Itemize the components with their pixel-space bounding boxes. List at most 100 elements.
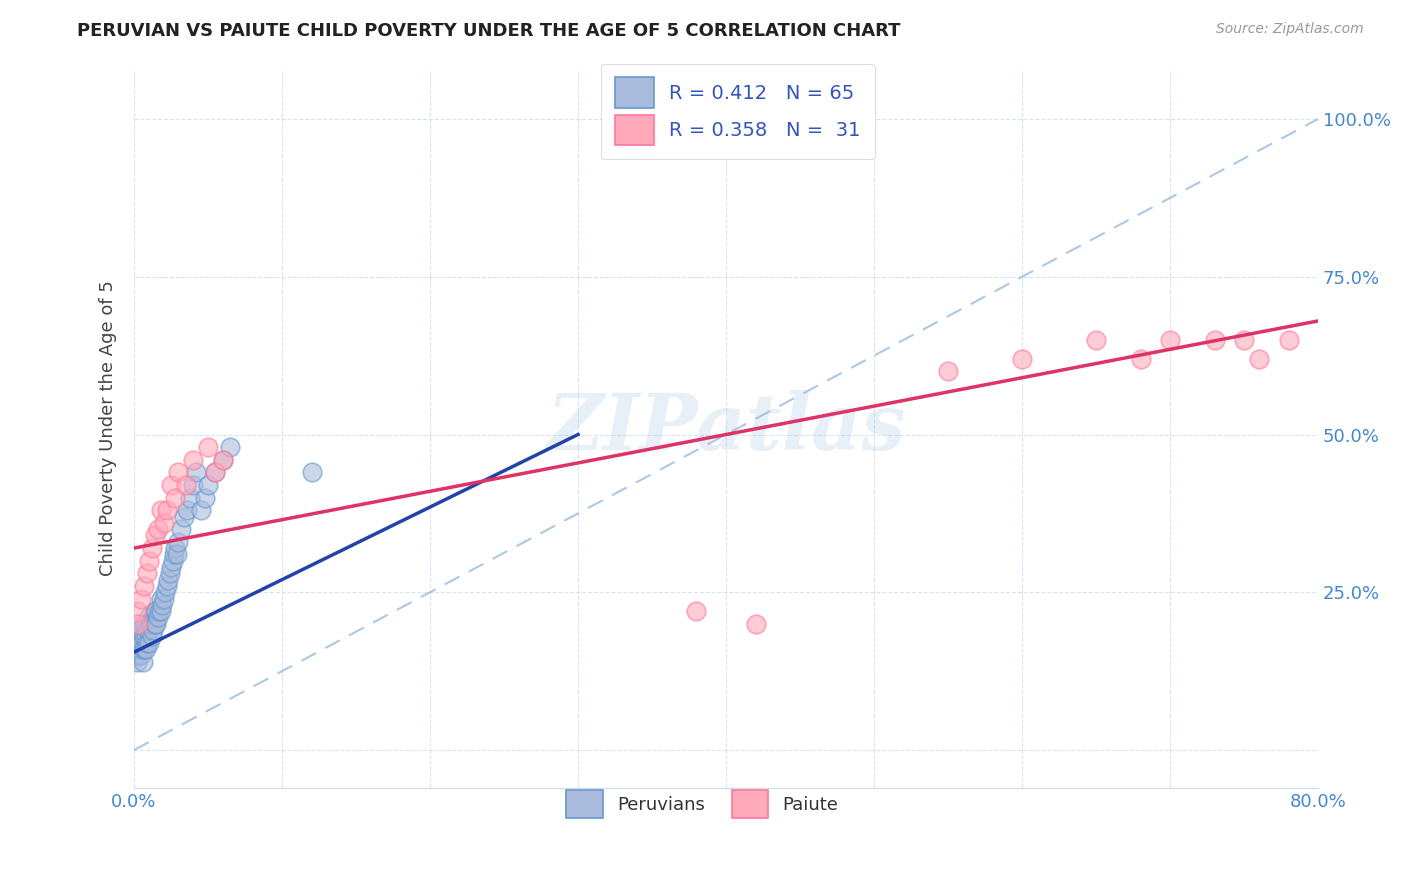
Point (174, 478, 197, 492)
Point (148, 604, 170, 618)
Point (143, 616, 166, 631)
Point (165, 541, 187, 555)
Point (1159, 333, 1181, 347)
Legend: Peruvians, Paiute: Peruvians, Paiute (560, 783, 845, 826)
Point (152, 591, 174, 606)
Point (127, 623, 149, 637)
Point (1233, 333, 1256, 347)
Point (204, 466, 226, 480)
Point (153, 585, 176, 599)
Point (135, 616, 157, 631)
Point (134, 579, 156, 593)
Point (149, 604, 172, 618)
Point (127, 648, 149, 663)
Point (170, 522, 193, 536)
Point (211, 452, 233, 467)
Point (143, 604, 166, 618)
Point (197, 440, 219, 454)
Point (167, 466, 190, 480)
Point (138, 610, 160, 624)
Point (138, 623, 160, 637)
Point (173, 509, 195, 524)
Point (155, 503, 177, 517)
Point (159, 566, 181, 581)
Point (125, 629, 148, 643)
Point (125, 642, 148, 657)
Point (134, 629, 156, 643)
Point (163, 548, 186, 562)
Point (136, 566, 159, 581)
Point (134, 616, 156, 631)
Point (149, 591, 172, 606)
Point (167, 534, 190, 549)
Point (1011, 351, 1033, 366)
Point (146, 522, 169, 536)
Point (129, 642, 152, 657)
Point (132, 642, 155, 657)
Point (936, 364, 959, 378)
Point (181, 452, 204, 467)
Point (131, 636, 153, 650)
Point (145, 616, 167, 631)
Point (125, 604, 148, 618)
Point (160, 560, 183, 574)
Text: Source: ZipAtlas.com: Source: ZipAtlas.com (1216, 22, 1364, 37)
Point (194, 491, 217, 505)
Point (131, 591, 153, 606)
Point (141, 541, 163, 555)
Point (127, 636, 149, 650)
Point (146, 610, 169, 624)
Point (135, 629, 157, 643)
Point (124, 636, 146, 650)
Point (132, 655, 155, 669)
Point (1085, 333, 1108, 347)
Point (136, 636, 159, 650)
Point (685, 604, 707, 618)
Point (138, 636, 160, 650)
Point (211, 452, 233, 467)
Point (179, 491, 201, 505)
Point (1129, 351, 1152, 366)
Point (1247, 351, 1270, 366)
Point (135, 642, 157, 657)
Point (131, 623, 153, 637)
Point (124, 648, 146, 663)
Point (165, 491, 187, 505)
Point (1204, 333, 1226, 347)
Point (142, 610, 165, 624)
Point (125, 655, 148, 669)
Point (145, 604, 167, 618)
Point (139, 616, 162, 631)
Point (744, 616, 766, 631)
Point (155, 579, 177, 593)
Point (1277, 333, 1299, 347)
Text: PERUVIAN VS PAIUTE CHILD POVERTY UNDER THE AGE OF 5 CORRELATION CHART: PERUVIAN VS PAIUTE CHILD POVERTY UNDER T… (77, 22, 901, 40)
Point (186, 466, 208, 480)
Point (152, 516, 174, 530)
Point (141, 629, 163, 643)
Point (131, 648, 153, 663)
Point (127, 616, 149, 631)
Point (301, 466, 323, 480)
Point (136, 623, 159, 637)
Point (157, 573, 180, 587)
Point (219, 440, 242, 454)
Point (204, 466, 226, 480)
Point (197, 478, 219, 492)
Point (129, 629, 152, 643)
Point (176, 503, 198, 517)
Point (134, 642, 156, 657)
Point (190, 503, 212, 517)
Text: ZIPatlas: ZIPatlas (547, 390, 905, 467)
Point (162, 554, 184, 568)
Point (150, 598, 173, 612)
Point (132, 629, 155, 643)
Point (138, 554, 160, 568)
Point (166, 548, 188, 562)
Point (181, 478, 204, 492)
Point (143, 528, 166, 542)
Point (149, 503, 172, 517)
Y-axis label: Child Poverty Under the Age of 5: Child Poverty Under the Age of 5 (100, 280, 117, 576)
Point (142, 623, 165, 637)
Point (141, 616, 163, 631)
